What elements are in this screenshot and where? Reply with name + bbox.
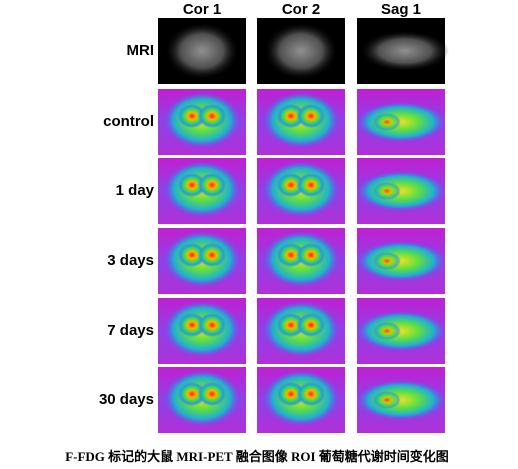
pet-hot [178, 313, 206, 337]
pet-hot [198, 382, 226, 406]
pet-hot [373, 322, 401, 340]
pet-hot [373, 113, 401, 131]
image-panel [357, 89, 445, 155]
pet-hot [277, 382, 305, 406]
image-panel [158, 158, 246, 224]
row-label: 30 days [99, 391, 154, 408]
pet-hot [297, 173, 325, 197]
row-label: 1 day [116, 182, 155, 199]
pet-hot [297, 382, 325, 406]
image-panel [357, 18, 449, 84]
pet-hot [297, 313, 325, 337]
pet-hot [178, 243, 206, 267]
column-header: Cor 2 [282, 1, 320, 18]
image-panel [158, 18, 246, 84]
image-panel [257, 158, 345, 224]
row-label: 7 days [107, 322, 154, 339]
image-panel [357, 298, 445, 364]
image-panel [257, 298, 345, 364]
mri-brain [265, 23, 337, 79]
image-panel [158, 89, 246, 155]
image-panel [257, 89, 345, 155]
image-panel [257, 18, 345, 84]
pet-hot [198, 313, 226, 337]
pet-hot [373, 182, 401, 200]
pet-hot [178, 382, 206, 406]
pet-hot [373, 252, 401, 270]
image-panel [357, 158, 445, 224]
image-panel [357, 367, 445, 433]
caption: F-FDG 标记的大鼠 MRI-PET 融合图像 ROI 葡萄糖代谢时间变化图 [65, 449, 449, 464]
pet-hot [277, 104, 305, 128]
pet-hot [198, 243, 226, 267]
pet-hot [373, 391, 401, 409]
row-label: 3 days [107, 252, 154, 269]
column-header: Sag 1 [381, 1, 421, 18]
pet-hot [277, 313, 305, 337]
pet-hot [297, 243, 325, 267]
mri-brain [361, 31, 449, 71]
pet-hot [178, 104, 206, 128]
pet-hot [198, 173, 226, 197]
image-panel [158, 298, 246, 364]
row-label: control [103, 113, 154, 130]
image-panel [158, 228, 246, 294]
pet-hot [178, 173, 206, 197]
pet-hot [198, 104, 226, 128]
image-panel [158, 367, 246, 433]
pet-hot [277, 173, 305, 197]
image-panel [257, 228, 345, 294]
pet-hot [277, 243, 305, 267]
image-panel [257, 367, 345, 433]
mri-brain [166, 23, 238, 79]
row-label: MRI [127, 42, 155, 59]
image-panel [357, 228, 445, 294]
column-header: Cor 1 [183, 1, 221, 18]
pet-hot [297, 104, 325, 128]
